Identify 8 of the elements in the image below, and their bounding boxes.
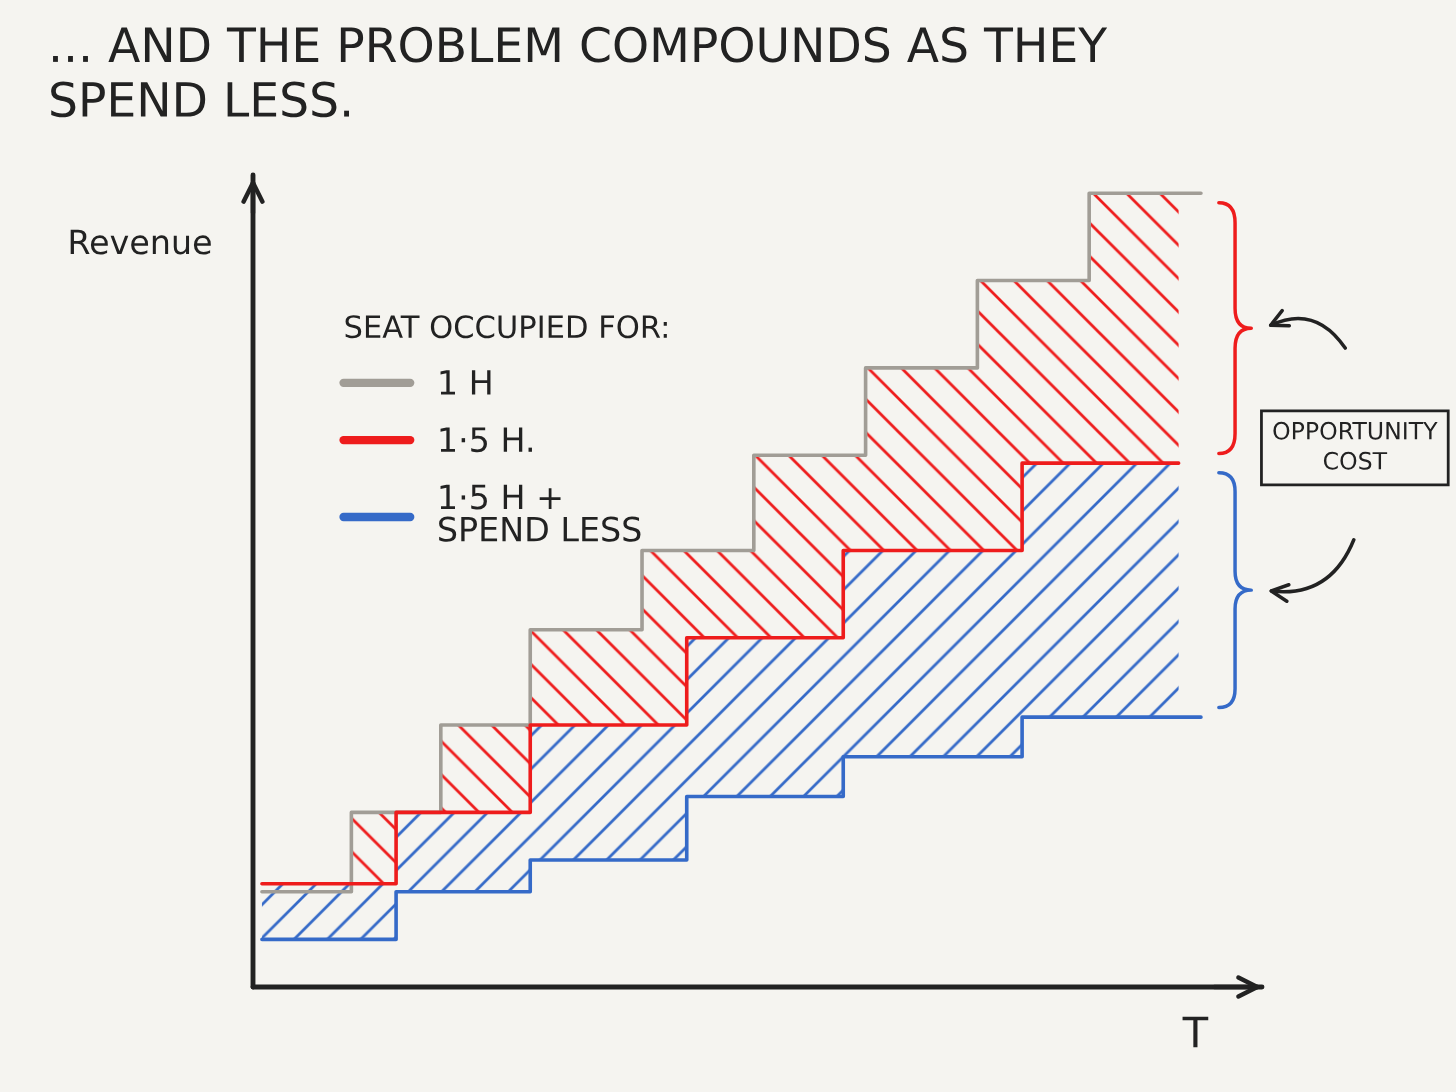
text: OPPORTUNITY COST: [1273, 421, 1438, 470]
chart-title: ... AND THE PROBLEM COMPOUNDS AS THEY SPEND LESS.: [51, 26, 1108, 118]
legend-label: 1·5 H + SPEND LESS: [439, 484, 641, 542]
y-axis-title: Revenue: [70, 229, 211, 255]
legend-title: SEAT OCCUPIED FOR:: [345, 315, 667, 339]
legend-label: 1·5 H.: [440, 427, 532, 453]
legend-label: 1 H: [440, 370, 491, 395]
x-axis-title: T: [1182, 1016, 1209, 1048]
